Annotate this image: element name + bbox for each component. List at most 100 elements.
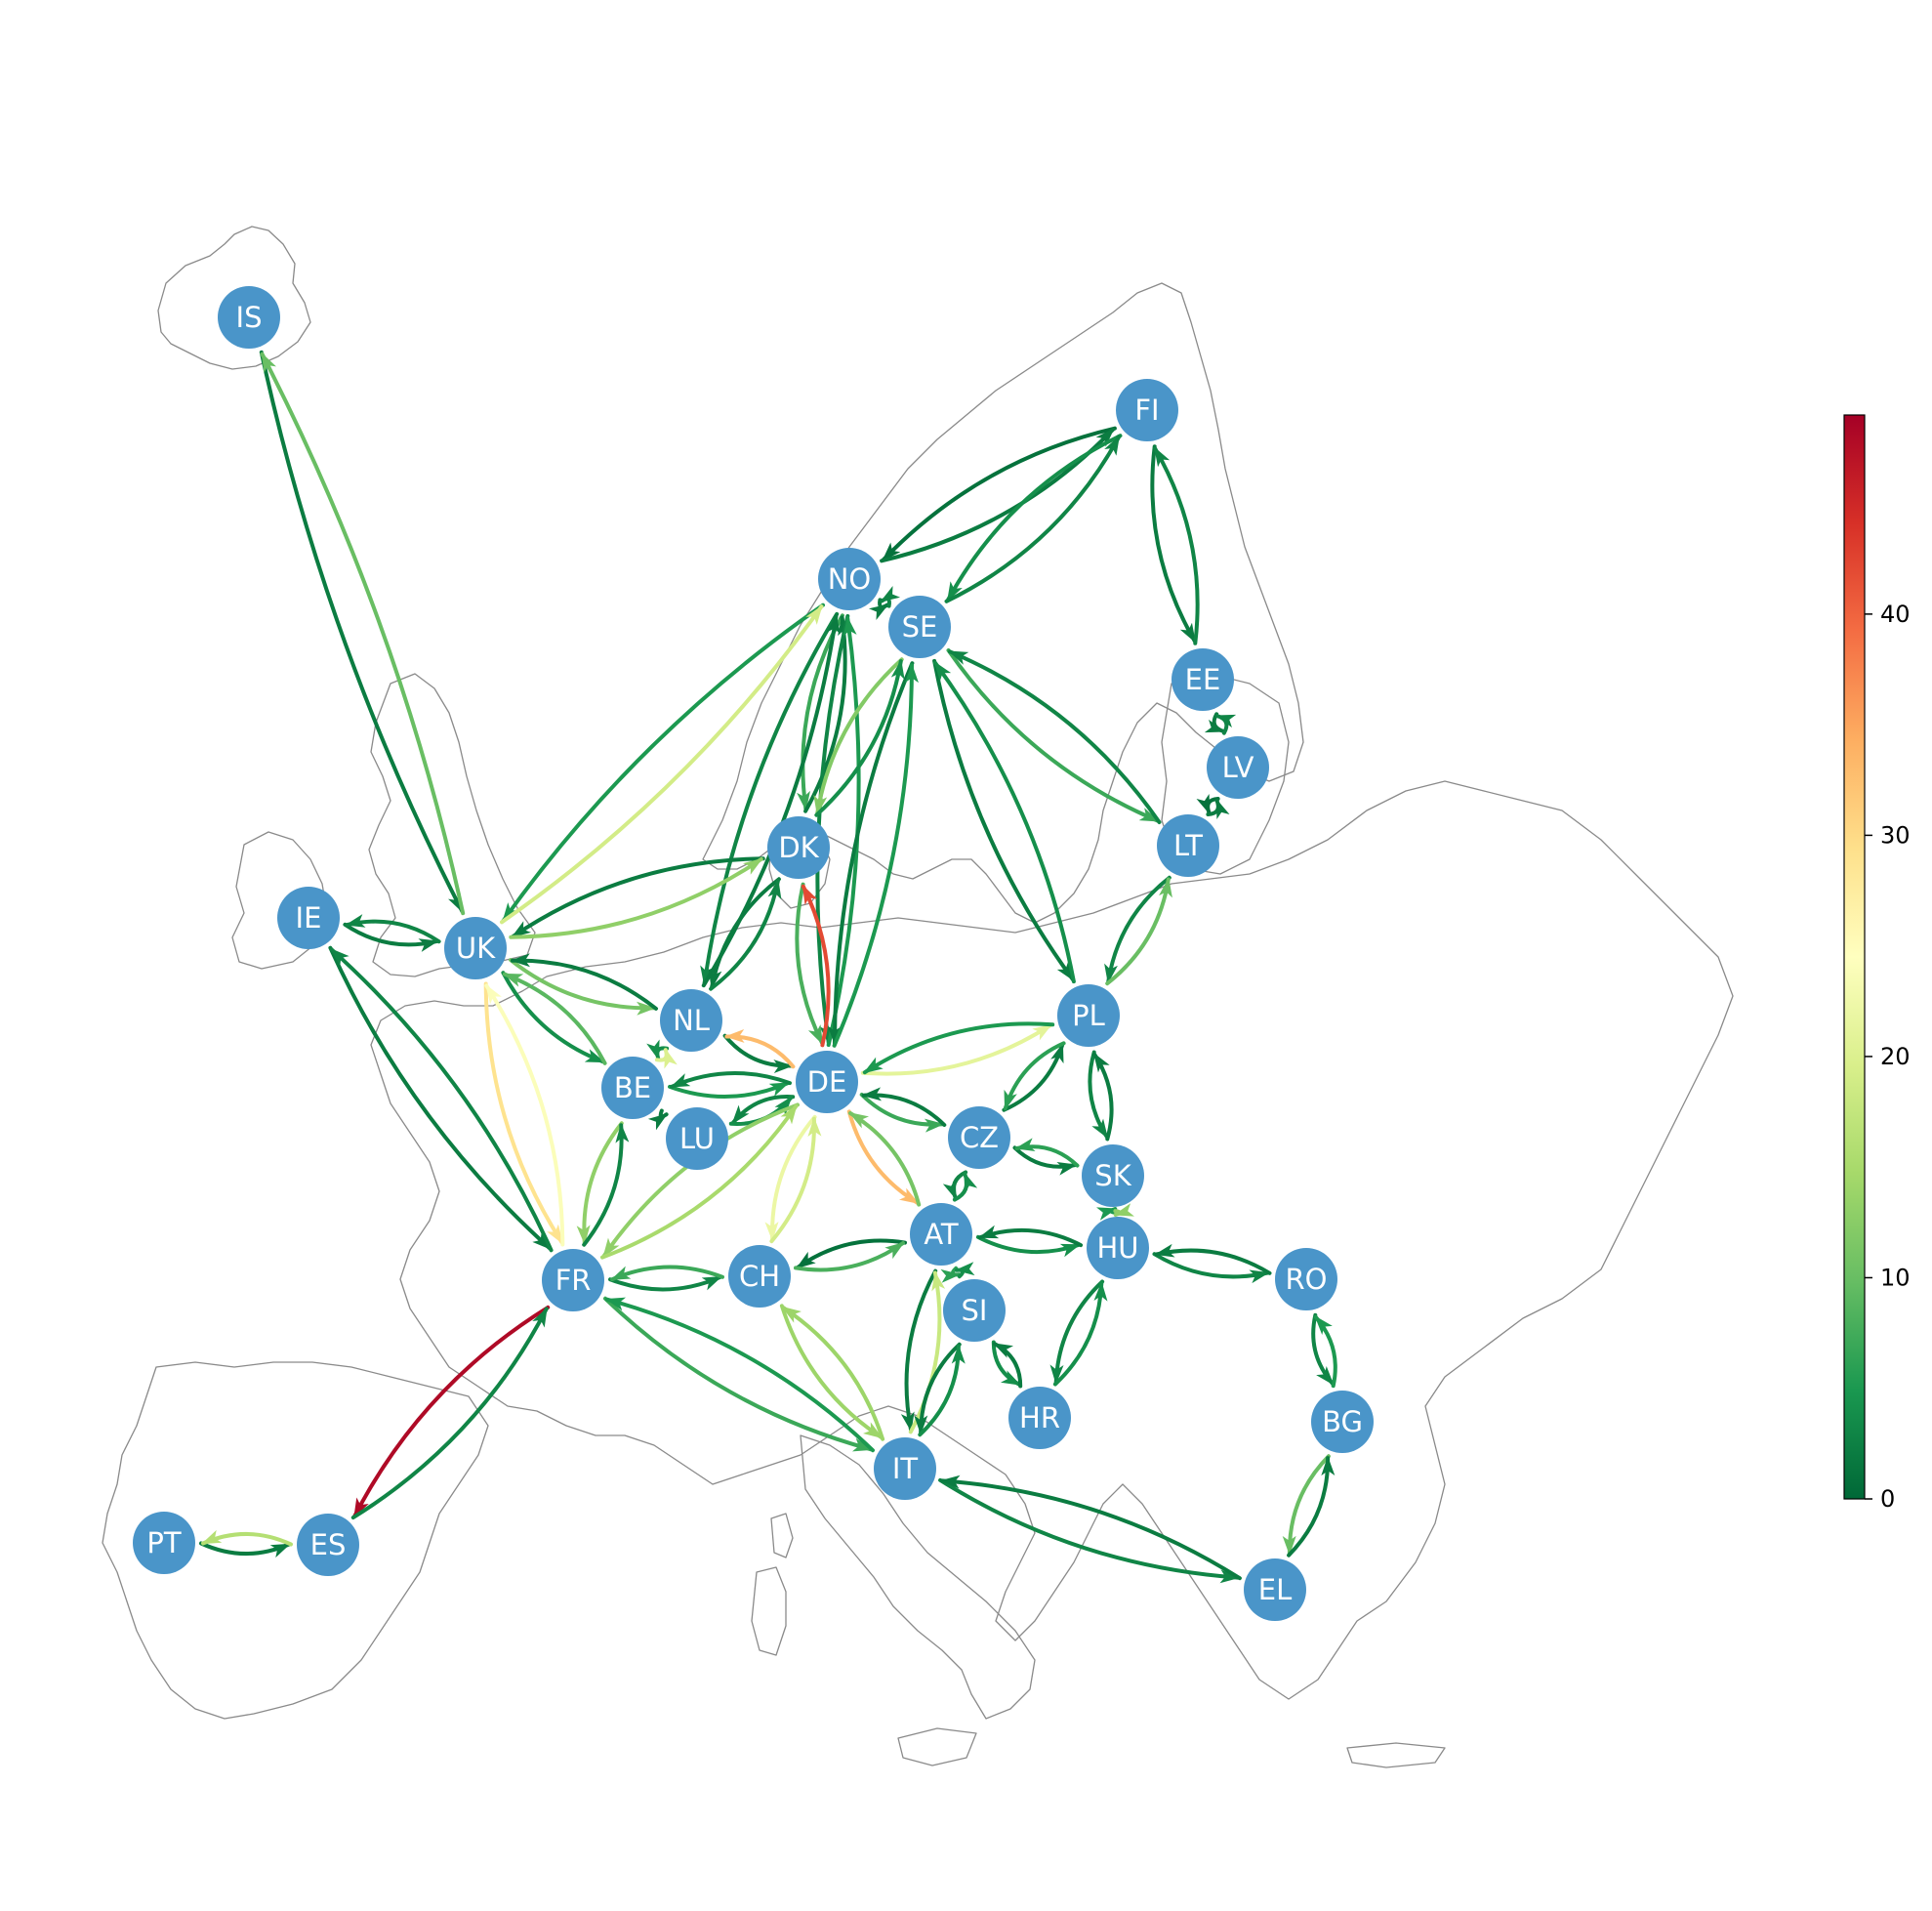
node-pl: PL (1057, 984, 1120, 1047)
node-label: FR (555, 1264, 592, 1297)
edge-sk-cz (1014, 1138, 1080, 1168)
edge-fi-ee (1150, 444, 1197, 644)
node-circle (1207, 736, 1269, 799)
node-label: UK (456, 932, 496, 965)
node-circle (1087, 1217, 1149, 1279)
node-ch: CH (728, 1245, 791, 1308)
edge-hu-ro (1152, 1252, 1270, 1284)
edge-se-no (880, 585, 901, 608)
edge-uk-dk (509, 856, 763, 939)
edge-dk-se (814, 659, 905, 817)
node-label: RO (1286, 1263, 1328, 1296)
edge-nl-dk (709, 879, 782, 991)
edge-fr-be (582, 1123, 630, 1247)
colorbar-scale (1843, 414, 1866, 1500)
node-label: BE (614, 1071, 651, 1104)
edge-pl-sk (1088, 1050, 1109, 1140)
edge-sk-pl (1092, 1052, 1114, 1142)
edge-at-it (900, 1268, 938, 1433)
edge-be-lu (647, 1108, 669, 1131)
edge-de-pl (860, 1022, 1053, 1076)
node-label: CH (739, 1260, 780, 1293)
edge-nl-uk (510, 953, 658, 1011)
node-fr: FR (542, 1249, 604, 1311)
node-circle (1311, 1391, 1374, 1453)
crete-outline (1346, 1742, 1446, 1768)
edge-ch-fr (610, 1265, 724, 1282)
node-label: LT (1173, 829, 1203, 862)
node-label: NO (828, 562, 872, 596)
node-label: DK (778, 831, 819, 864)
edge-is-uk (259, 350, 465, 914)
node-label: NL (673, 1004, 710, 1037)
node-is: IS (218, 286, 280, 349)
corsica-outline (770, 1513, 794, 1558)
edge-uk-ie (345, 914, 441, 944)
edge-it-at (908, 1270, 946, 1434)
node-label: CZ (960, 1121, 999, 1154)
edge-ch-at (794, 1241, 905, 1272)
node-circle (888, 596, 951, 658)
edge-hu-at (977, 1225, 1084, 1248)
edge-de-cz (859, 1093, 945, 1133)
colorbar-tick-label: 30 (1880, 821, 1911, 849)
node-label: EL (1258, 1573, 1292, 1606)
edge-dk-de (795, 882, 825, 1046)
edge-be-nl (654, 1048, 678, 1069)
edge-es-pt (201, 1529, 293, 1547)
node-circle (1008, 1387, 1071, 1449)
node-hu: HU (1087, 1217, 1149, 1279)
node-label: PL (1072, 999, 1105, 1032)
node-dk: DK (767, 816, 830, 879)
edge-pl-de (862, 1021, 1055, 1075)
node-ro: RO (1275, 1248, 1337, 1310)
edge-es-fr (350, 1307, 549, 1520)
node-label: HR (1019, 1401, 1060, 1434)
edge-uk-is (260, 352, 466, 916)
node-lu: LU (666, 1107, 728, 1170)
node-circle (1057, 984, 1120, 1047)
edge-no-uk (501, 602, 825, 923)
edge-ee-fi (1153, 446, 1200, 645)
edge-fi-se (946, 434, 1123, 602)
colorbar: 0 10 20 30 40 (1843, 414, 1911, 1513)
node-circle (874, 1437, 936, 1500)
colorbar-tick-label: 10 (1880, 1264, 1911, 1291)
node-es: ES (297, 1514, 359, 1576)
edge-ch-it (779, 1304, 884, 1440)
node-circle (1244, 1558, 1306, 1621)
edge-el-it (940, 1475, 1242, 1581)
edge-ro-hu (1154, 1243, 1272, 1275)
node-hr: HR (1008, 1387, 1071, 1449)
node-circle (943, 1279, 1006, 1342)
node-label: PT (146, 1526, 181, 1559)
node-label: FI (1134, 394, 1159, 427)
edge-it-si (918, 1344, 966, 1437)
edge-pt-es (199, 1541, 291, 1558)
edge-no-nl (700, 611, 840, 986)
edge-de-dk (801, 884, 831, 1048)
sicily-outline (897, 1727, 977, 1766)
edge-cz-sk (1012, 1145, 1078, 1176)
edge-fr-de (600, 1103, 799, 1260)
node-de: DE (796, 1051, 858, 1113)
node-label: IT (892, 1452, 919, 1485)
edge-de-at (846, 1109, 920, 1205)
node-bg: BG (1311, 1391, 1374, 1453)
node-label: SK (1094, 1159, 1131, 1192)
country-nodes: IS FI NO SE EE LV LT DK IE UK NL PL DE BE LU CZ SK AT HU FR… (133, 286, 1374, 1621)
edge-si-it (914, 1342, 962, 1435)
node-circle (297, 1514, 359, 1576)
node-circle (660, 989, 722, 1052)
node-pt: PT (133, 1512, 195, 1574)
scandinavia-outline (702, 282, 1304, 924)
node-circle (1157, 814, 1219, 877)
node-label: ES (310, 1528, 347, 1561)
iberia-outline (102, 1361, 489, 1720)
colorbar-tick-label: 0 (1880, 1485, 1895, 1513)
node-it: IT (874, 1437, 936, 1500)
edge-be-uk (502, 972, 607, 1065)
node-ie: IE (277, 887, 340, 949)
node-el: EL (1244, 1558, 1306, 1621)
edge-bg-el (1282, 1454, 1331, 1556)
